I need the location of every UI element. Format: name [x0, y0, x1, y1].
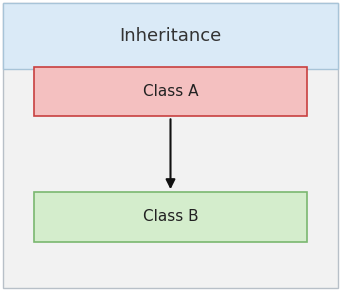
Text: Class B: Class B	[143, 209, 198, 224]
FancyBboxPatch shape	[3, 3, 338, 68]
Text: Inheritance: Inheritance	[119, 27, 222, 45]
Text: Class A: Class A	[143, 84, 198, 99]
FancyBboxPatch shape	[34, 192, 307, 242]
FancyBboxPatch shape	[34, 67, 307, 116]
FancyBboxPatch shape	[3, 3, 338, 288]
